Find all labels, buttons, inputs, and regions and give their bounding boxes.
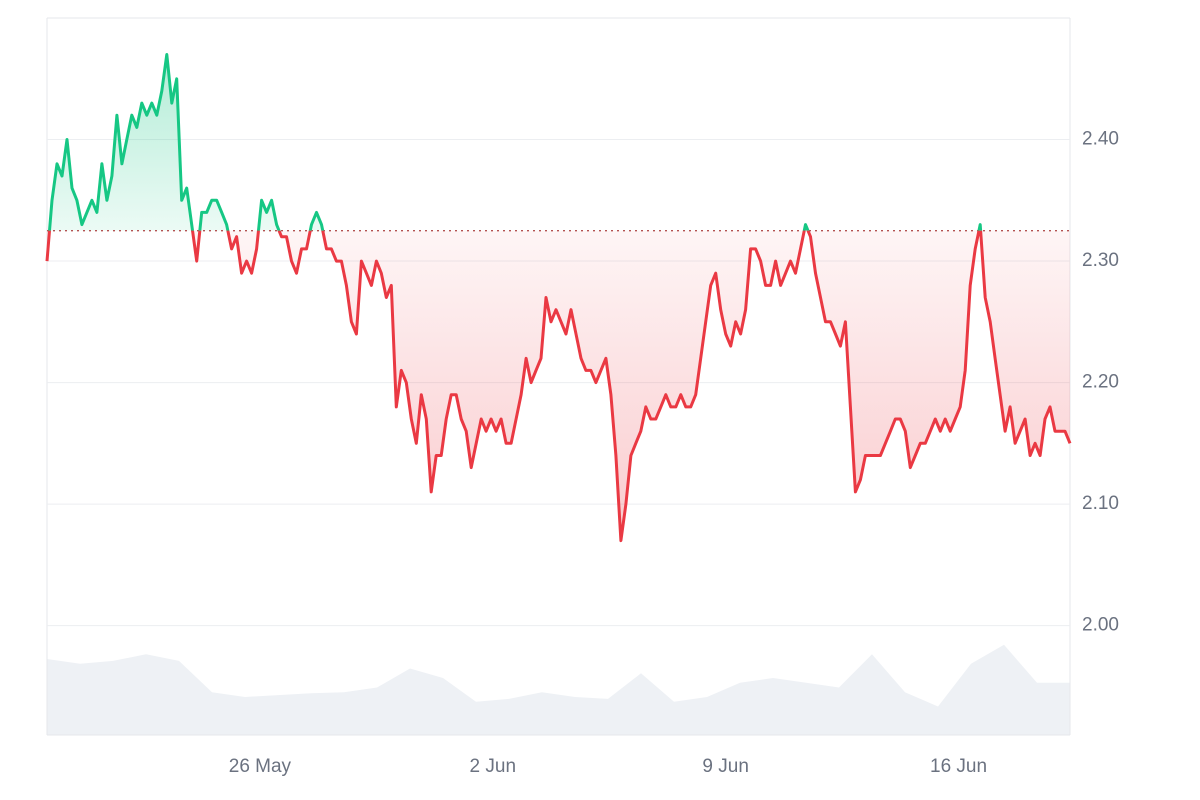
x-tick-label: 26 May [229,756,292,777]
y-tick-label: 2.20 [1082,372,1119,393]
x-tick-label: 2 Jun [470,756,516,777]
x-tick-label: 9 Jun [702,756,748,777]
volume-area [47,644,1070,735]
y-tick-label: 2.10 [1082,493,1119,514]
price-line-down [45,230,1072,543]
x-tick-label: 16 Jun [930,756,987,777]
y-tick-label: 2.30 [1082,250,1119,271]
price-line-up [47,53,983,231]
y-tick-label: 2.40 [1082,129,1119,150]
y-tick-label: 2.00 [1082,615,1119,636]
area-up [47,54,1070,231]
area-down [47,230,1070,541]
